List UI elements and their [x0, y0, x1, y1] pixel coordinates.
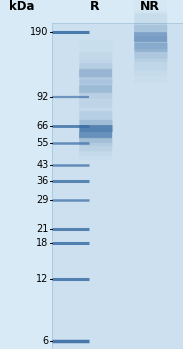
- Text: 21: 21: [36, 224, 48, 234]
- Text: R: R: [90, 0, 100, 13]
- Text: 66: 66: [36, 121, 48, 131]
- Text: kDa: kDa: [9, 0, 35, 13]
- Text: NR: NR: [140, 0, 160, 13]
- Text: 190: 190: [30, 27, 48, 37]
- Text: 6: 6: [42, 336, 48, 346]
- Text: 92: 92: [36, 92, 48, 102]
- Bar: [52, 23, 183, 349]
- Text: 55: 55: [36, 138, 48, 148]
- Text: 36: 36: [36, 176, 48, 186]
- Text: 12: 12: [36, 274, 48, 284]
- Text: 29: 29: [36, 195, 48, 205]
- Text: 43: 43: [36, 160, 48, 170]
- Text: 18: 18: [36, 238, 48, 248]
